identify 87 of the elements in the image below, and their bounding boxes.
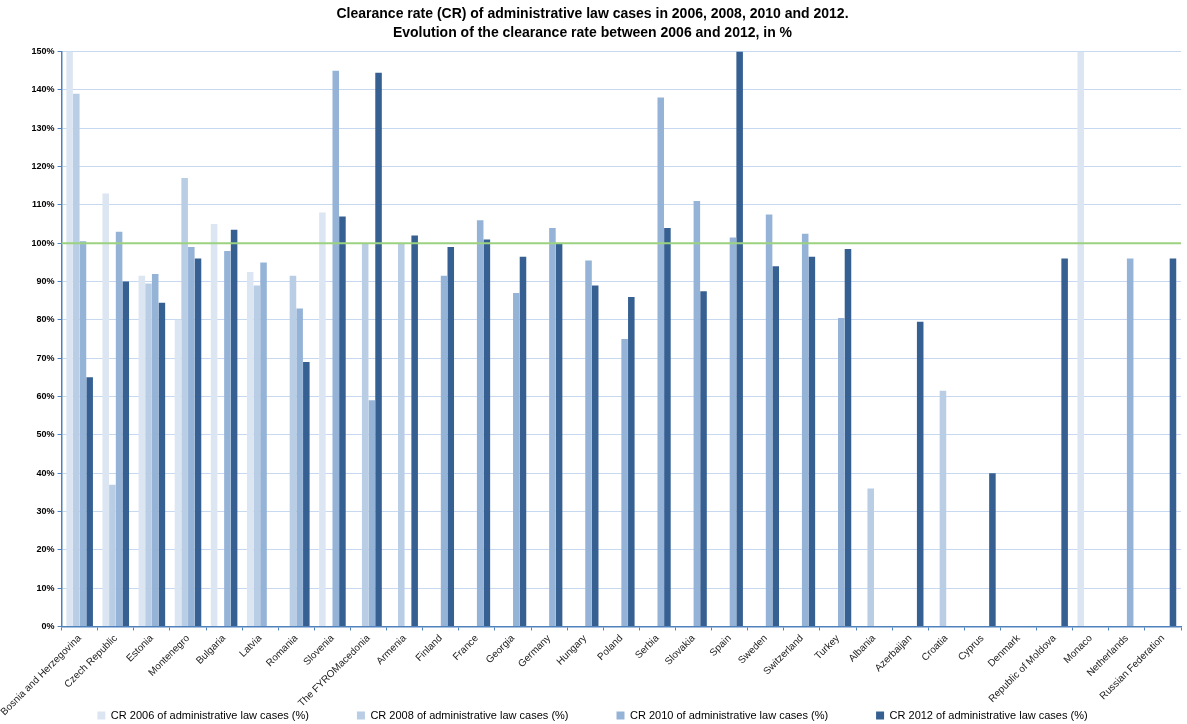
y-tick-label: 90% (36, 276, 55, 287)
y-tick-label: 100% (31, 237, 55, 248)
y-tick-label: 150% (31, 46, 55, 57)
bar (73, 93, 80, 626)
bar (867, 488, 874, 626)
y-tick-label: 70% (36, 352, 55, 363)
bar (145, 283, 152, 626)
bar (332, 70, 340, 626)
y-tick-label: 140% (31, 84, 55, 95)
bar (440, 275, 448, 626)
bar (303, 362, 310, 626)
bar (210, 224, 218, 626)
bar (174, 319, 182, 626)
bar (368, 400, 376, 626)
bar (939, 390, 947, 626)
chart-title: Clearance rate (CR) of administrative law cases in 2006, 2008, 2010 and 2012. (336, 5, 849, 22)
bar (246, 271, 254, 626)
bar (339, 216, 346, 626)
bar (260, 262, 267, 626)
bar (657, 97, 665, 626)
bar (736, 51, 743, 626)
bar (411, 235, 418, 626)
bar (138, 275, 146, 626)
bar (1126, 258, 1134, 626)
bar (765, 214, 773, 626)
bar (1077, 51, 1084, 626)
y-tick-label: 80% (36, 314, 55, 325)
bar (66, 51, 73, 626)
y-tick-label: 130% (31, 122, 55, 133)
bar (693, 201, 701, 626)
bar (361, 243, 369, 626)
bar (555, 243, 563, 626)
y-tick-label: 110% (32, 199, 55, 210)
bar (664, 227, 671, 626)
bar (729, 237, 737, 626)
bar (188, 247, 195, 626)
legend-label: CR 2012 of administrative law cases (%) (889, 708, 1088, 721)
bar (194, 258, 202, 626)
bar (476, 220, 484, 626)
bar (801, 233, 809, 626)
bar (398, 243, 405, 626)
y-tick-label: 10% (36, 582, 55, 593)
bar (115, 231, 123, 626)
bar (109, 484, 116, 626)
bar (151, 273, 159, 626)
legend-label: CR 2010 of administrative law cases (%) (630, 708, 829, 721)
bar (122, 281, 130, 626)
bar (375, 72, 382, 626)
bar (224, 250, 231, 626)
chart-subtitle: Evolution of the clearance rate between 2006 and 2012, in % (392, 24, 793, 41)
bar (916, 321, 924, 626)
y-tick-label: 0% (41, 620, 55, 631)
bar (1061, 258, 1068, 626)
y-tick-label: 60% (36, 391, 55, 402)
bar (319, 212, 326, 626)
bar (158, 302, 166, 626)
bar (700, 291, 707, 626)
bar (79, 241, 87, 626)
bar (483, 239, 491, 626)
y-tick-label: 40% (36, 467, 55, 478)
bar (86, 377, 93, 626)
bar (549, 227, 556, 626)
y-tick-label: 120% (31, 161, 55, 172)
y-tick-label: 50% (36, 429, 55, 440)
bar (838, 317, 845, 626)
bar (591, 285, 599, 626)
bar (102, 193, 110, 626)
y-tick-label: 30% (36, 505, 55, 516)
bar (296, 308, 303, 626)
bar (628, 296, 635, 626)
bar (181, 178, 188, 626)
bar (513, 293, 520, 626)
bar (1169, 258, 1177, 626)
bar (585, 260, 592, 626)
bar (621, 339, 628, 626)
bar (808, 256, 816, 626)
bar (989, 473, 996, 626)
bar (844, 248, 852, 626)
legend-label: CR 2008 of administrative law cases (%) (370, 708, 569, 721)
bar (230, 229, 238, 626)
bar (772, 266, 780, 626)
bar (519, 256, 527, 626)
legend-label: CR 2006 of administrative law cases (%) (110, 708, 309, 721)
bar (253, 285, 261, 626)
y-tick-label: 20% (36, 544, 55, 555)
bar (447, 247, 455, 626)
bar (289, 275, 297, 626)
